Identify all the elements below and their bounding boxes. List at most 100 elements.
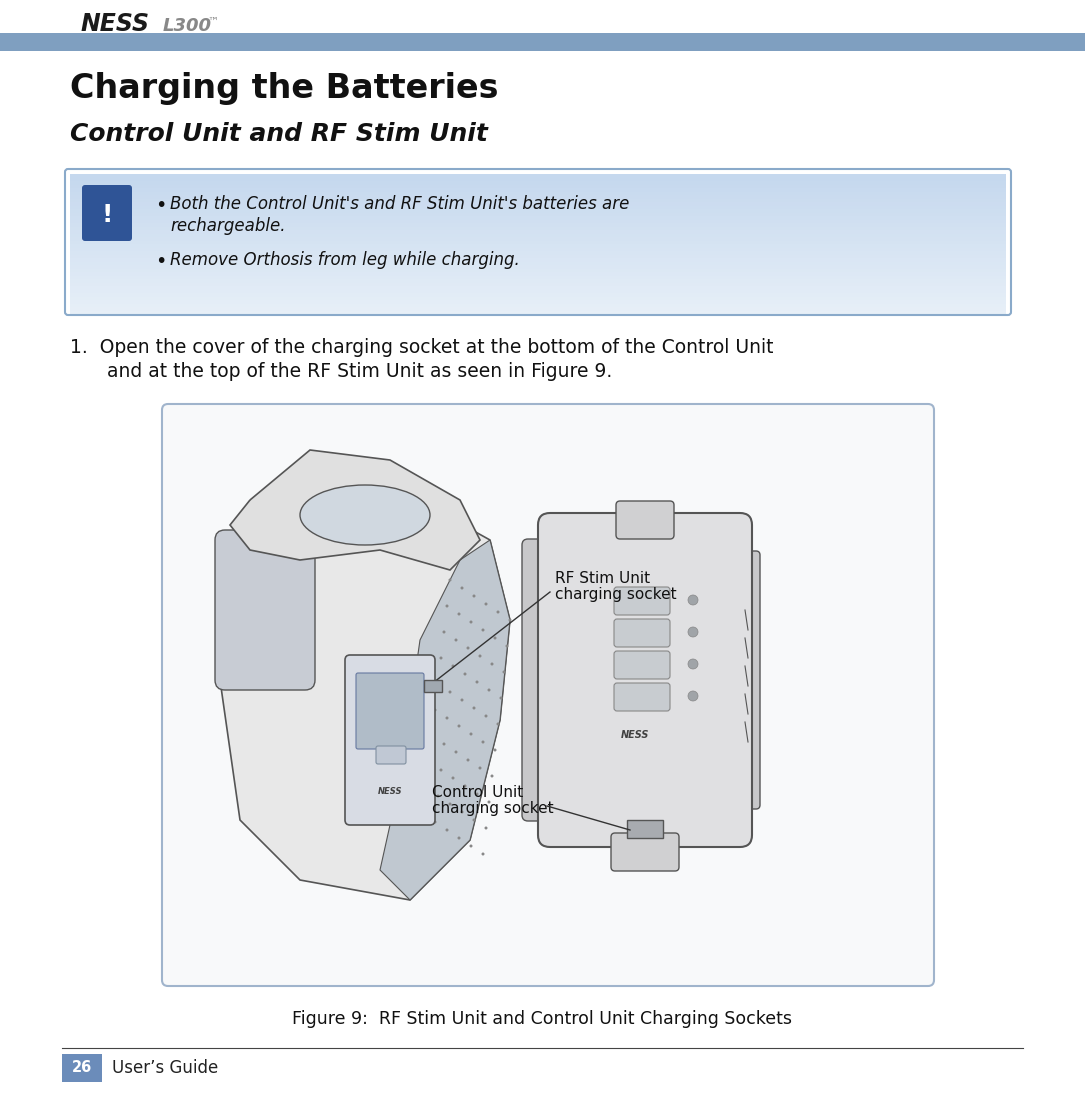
Bar: [71, 229, 1006, 235]
Circle shape: [688, 691, 698, 701]
Text: !: !: [101, 203, 113, 227]
Text: 1.  Open the cover of the charging socket at the bottom of the Control Unit: 1. Open the cover of the charging socket…: [71, 338, 774, 357]
Circle shape: [509, 618, 511, 621]
Text: rechargeable.: rechargeable.: [170, 217, 285, 235]
Text: Control Unit and RF Stim Unit: Control Unit and RF Stim Unit: [71, 122, 488, 146]
Circle shape: [482, 740, 485, 743]
FancyBboxPatch shape: [730, 551, 760, 809]
PathPatch shape: [230, 450, 480, 570]
Circle shape: [448, 579, 451, 582]
Circle shape: [443, 630, 446, 634]
Text: User’s Guide: User’s Guide: [112, 1058, 218, 1077]
Text: NESS: NESS: [621, 730, 649, 740]
Bar: [71, 173, 1006, 179]
Bar: [71, 279, 1006, 283]
Circle shape: [421, 813, 424, 816]
Bar: [71, 261, 1006, 266]
Ellipse shape: [299, 485, 430, 545]
Bar: [71, 178, 1006, 182]
Text: L300: L300: [163, 16, 212, 35]
Circle shape: [688, 627, 698, 637]
Bar: [424, 680, 442, 692]
Circle shape: [434, 820, 436, 824]
Bar: [71, 269, 1006, 273]
Text: Charging the Batteries: Charging the Batteries: [71, 72, 498, 105]
Text: charging socket: charging socket: [556, 587, 677, 602]
Bar: [62, 1054, 102, 1082]
Bar: [71, 255, 1006, 259]
PathPatch shape: [380, 540, 510, 900]
Circle shape: [446, 829, 448, 831]
Text: NESS: NESS: [80, 12, 150, 36]
Bar: [71, 293, 1006, 298]
Bar: [71, 282, 1006, 287]
Bar: [71, 237, 1006, 242]
Circle shape: [455, 639, 458, 641]
FancyBboxPatch shape: [614, 683, 671, 712]
Circle shape: [446, 605, 448, 607]
Circle shape: [460, 586, 463, 590]
Bar: [71, 258, 1006, 262]
Circle shape: [455, 751, 458, 753]
FancyBboxPatch shape: [82, 184, 132, 240]
Circle shape: [467, 759, 470, 762]
Bar: [71, 244, 1006, 248]
Circle shape: [443, 742, 446, 746]
Circle shape: [470, 620, 472, 624]
Circle shape: [497, 610, 499, 614]
Bar: [71, 213, 1006, 217]
Text: Both the Control Unit's and RF Stim Unit's batteries are: Both the Control Unit's and RF Stim Unit…: [170, 195, 629, 213]
Bar: [71, 285, 1006, 291]
Circle shape: [490, 662, 494, 665]
Bar: [71, 223, 1006, 227]
Circle shape: [470, 844, 472, 848]
Circle shape: [463, 672, 467, 675]
Text: Control Unit: Control Unit: [432, 785, 523, 800]
Bar: [71, 300, 1006, 304]
Bar: [71, 265, 1006, 269]
Circle shape: [427, 761, 431, 763]
Circle shape: [485, 715, 487, 717]
Circle shape: [434, 708, 436, 712]
Bar: [71, 181, 1006, 186]
Circle shape: [475, 681, 478, 683]
Bar: [627, 820, 663, 838]
PathPatch shape: [220, 480, 510, 900]
Text: 26: 26: [72, 1061, 92, 1076]
Bar: [71, 251, 1006, 256]
FancyBboxPatch shape: [616, 501, 674, 539]
Circle shape: [463, 784, 467, 787]
FancyBboxPatch shape: [538, 513, 752, 847]
Circle shape: [460, 810, 463, 814]
Bar: [71, 276, 1006, 280]
Bar: [71, 307, 1006, 312]
Circle shape: [431, 735, 434, 738]
Circle shape: [436, 683, 439, 685]
Bar: [71, 240, 1006, 245]
Circle shape: [472, 594, 475, 597]
Circle shape: [439, 769, 443, 772]
FancyBboxPatch shape: [162, 404, 934, 986]
Circle shape: [506, 645, 509, 648]
Circle shape: [475, 793, 478, 795]
Bar: [71, 226, 1006, 231]
Circle shape: [482, 628, 485, 631]
Bar: [71, 272, 1006, 277]
Circle shape: [448, 691, 451, 694]
Circle shape: [688, 595, 698, 605]
Text: Remove Orthosis from leg while charging.: Remove Orthosis from leg while charging.: [170, 251, 520, 269]
Circle shape: [458, 725, 460, 728]
Bar: [71, 199, 1006, 203]
FancyBboxPatch shape: [611, 833, 679, 871]
Bar: [71, 311, 1006, 315]
Circle shape: [436, 795, 439, 797]
Circle shape: [487, 800, 490, 804]
Circle shape: [448, 803, 451, 806]
FancyBboxPatch shape: [614, 587, 671, 615]
Circle shape: [497, 722, 499, 726]
Text: ™: ™: [207, 16, 218, 27]
FancyBboxPatch shape: [345, 656, 435, 825]
Circle shape: [439, 657, 443, 660]
Text: and at the top of the RF Stim Unit as seen in Figure 9.: and at the top of the RF Stim Unit as se…: [107, 362, 612, 381]
FancyBboxPatch shape: [614, 619, 671, 647]
